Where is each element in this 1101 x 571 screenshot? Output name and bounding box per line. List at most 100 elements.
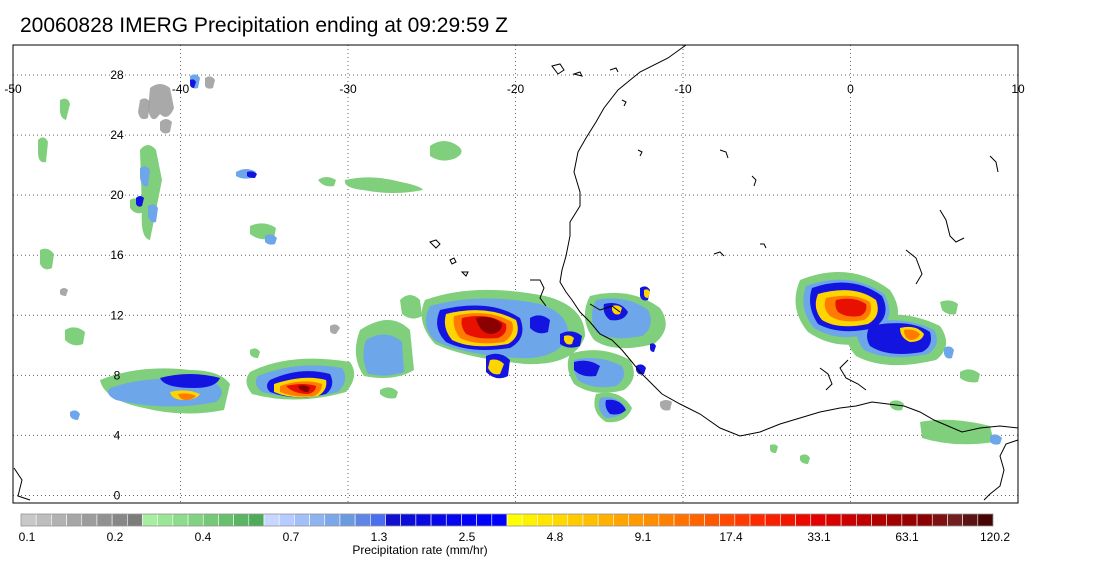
colorbar-swatch [202, 513, 219, 527]
precipitation-layer [38, 74, 1002, 464]
colorbar-swatch [51, 513, 67, 527]
colorbar-swatch [96, 513, 113, 527]
lon-tick-label: 0 [847, 82, 854, 96]
colorbar-swatch [597, 513, 614, 527]
colorbar-tick-label: 120.2 [980, 530, 1010, 544]
colorbar-swatch [643, 513, 660, 527]
colorbar-swatch [704, 513, 720, 527]
colorbar-swatch [309, 513, 326, 527]
colorbar-tick-label: 4.8 [547, 530, 564, 544]
colorbar-swatch [430, 513, 447, 527]
precip-blue [136, 79, 931, 415]
colorbar-swatch [248, 513, 265, 527]
lat-tick-label: 0 [114, 488, 121, 502]
colorbar-swatch [947, 513, 963, 527]
colorbar-swatch [749, 513, 766, 527]
colorbar-swatch [415, 513, 432, 527]
colorbar-swatch [324, 513, 341, 527]
colorbar-swatch [385, 513, 401, 527]
lon-tick-label: -30 [339, 82, 357, 96]
lat-tick-label: 12 [110, 308, 124, 322]
colorbar-swatch [795, 513, 812, 527]
colorbar-swatch [354, 513, 371, 527]
colorbar-tick-label: 1.3 [371, 530, 388, 544]
colorbar-swatch [810, 513, 827, 527]
colorbar-swatch [370, 513, 386, 527]
colorbar-swatch [111, 513, 128, 527]
colorbar-swatch [780, 513, 796, 527]
colorbar-swatch [157, 513, 174, 527]
colorbar-swatch [673, 513, 690, 527]
colorbar-swatch [825, 513, 842, 527]
colorbar-swatch [521, 513, 538, 527]
lon-tick-label: -20 [507, 82, 525, 96]
colorbar-swatch [886, 513, 903, 527]
colorbar-swatch [658, 513, 675, 527]
lat-tick-label: 28 [110, 68, 124, 82]
map-title: 20060828 IMERG Precipitation ending at 0… [20, 14, 508, 37]
colorbar-swatch [278, 513, 295, 527]
lon-tick-label: -10 [674, 82, 692, 96]
lat-tick-label: 4 [114, 428, 121, 442]
colorbar-swatch [506, 513, 523, 527]
colorbar-swatch [582, 513, 599, 527]
colorbar-tick-labels: 0.1 0.2 0.4 0.7 1.3 2.5 4.8 9.1 17.4 33.1 63.1 120.… [19, 530, 1011, 544]
colorbar-outline [20, 513, 994, 527]
colorbar-swatch [840, 513, 857, 527]
colorbar-title: Precipitation rate (mm/hr) [352, 543, 487, 557]
colorbar-tick-label: 0.1 [19, 530, 36, 544]
colorbar-tick-label: 63.1 [895, 530, 919, 544]
inland-water [429, 63, 999, 391]
colorbar-swatch [476, 513, 493, 527]
precip-lightblue [70, 74, 1002, 445]
colorbar-swatch [916, 513, 933, 527]
lat-tick-label: 24 [110, 128, 124, 142]
colorbar-swatch [461, 513, 477, 527]
colorbar-swatch [400, 513, 417, 527]
colorbar-swatch [294, 513, 310, 527]
colorbar-swatch [901, 513, 918, 527]
colorbar-tick-label: 2.5 [459, 530, 476, 544]
lon-tick-label: -40 [172, 82, 190, 96]
colorbar-swatch [339, 513, 356, 527]
colorbar-swatch [734, 513, 751, 527]
colorbar-swatch [142, 513, 158, 527]
colorbar-swatch [537, 513, 553, 527]
colorbar-swatch [567, 513, 584, 527]
colorbar-swatch [962, 513, 979, 527]
colorbar-swatch [628, 513, 644, 527]
colorbar-swatch [66, 513, 83, 527]
colorbar-swatch [172, 513, 189, 527]
colorbar-swatch [445, 513, 462, 527]
colorbar-swatch [764, 513, 781, 527]
colorbar-swatch [552, 513, 569, 527]
colorbar [20, 513, 994, 527]
lat-tick-label: 20 [110, 188, 124, 202]
colorbar-tick-label: 0.2 [107, 530, 124, 544]
colorbar-swatch [127, 513, 143, 527]
longitude-tick-labels: -50 -40 -30 -20 -10 0 10 [4, 82, 1025, 96]
colorbar-swatch [233, 513, 250, 527]
colorbar-swatch [20, 513, 37, 527]
lat-tick-label: 8 [114, 368, 121, 382]
colorbar-swatch [977, 513, 994, 527]
coastline [13, 45, 1018, 501]
colorbar-swatch [491, 513, 508, 527]
colorbar-swatch [218, 513, 234, 527]
colorbar-swatch [263, 513, 280, 527]
colorbar-tick-label: 9.1 [635, 530, 652, 544]
colorbar-tick-label: 17.4 [719, 530, 743, 544]
colorbar-tick-label: 0.4 [195, 530, 212, 544]
colorbar-tick-label: 0.7 [283, 530, 300, 544]
map-frame [12, 44, 1019, 504]
lon-tick-label: -50 [4, 82, 22, 96]
precip-darkred [298, 316, 502, 392]
colorbar-swatch [613, 513, 629, 527]
colorbar-swatch [856, 513, 872, 527]
colorbar-swatch [81, 513, 98, 527]
colorbar-swatch [35, 513, 52, 527]
lon-tick-label: 10 [1011, 82, 1025, 96]
colorbar-swatch [871, 513, 887, 527]
colorbar-swatch [187, 513, 204, 527]
